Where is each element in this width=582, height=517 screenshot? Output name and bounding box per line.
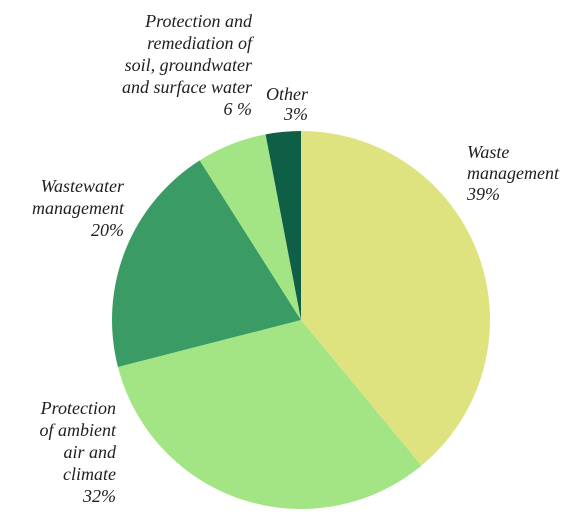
pie-label-protection-of-ambient-air-and-climate: Protection of ambient air and climate 32% [40, 398, 117, 506]
pie-label-line: air and [63, 442, 117, 462]
pie-label-line: of ambient [40, 420, 117, 440]
pie-label-protection-and-remediation-of-soil-groundwater-and-surface-water: Protection and remediation of soil, ground… [122, 11, 255, 119]
pie-slice-protection-of-ambient-air-and-climate [117, 320, 422, 509]
pie-label-line: Other [266, 84, 309, 104]
pie-label-line: Protection and [144, 11, 253, 31]
pie-label-line: and surface water [122, 77, 253, 97]
pie-label-line: management [32, 198, 125, 218]
pie-label-line: Waste [467, 142, 509, 162]
pie-label-line: 6 % [224, 99, 253, 119]
pie-label-line: Protection [40, 398, 116, 418]
pie-label-line: 32% [82, 486, 116, 506]
pie-label-other: Other 3% [266, 84, 309, 124]
pie-label-line: Wastewater [41, 176, 125, 196]
pie-slices [112, 131, 491, 509]
pie-label-line: 39% [466, 184, 500, 204]
pie-labels: Waste management 39%Protection of ambient ai… [32, 11, 560, 506]
pie-slice-waste-management [301, 131, 491, 466]
pie-label-line: management [467, 163, 560, 183]
pie-label-waste-management: Waste management 39% [466, 142, 560, 204]
pie-label-line: soil, groundwater [125, 55, 253, 75]
pie-slice-wastewater-management [112, 160, 301, 367]
pie-label-line: 3% [283, 104, 308, 124]
pie-label-line: remediation of [147, 33, 255, 53]
pie-label-line: climate [63, 464, 116, 484]
pie-slice-protection-and-remediation-of-soil-groundwater-and-surface-water [199, 134, 301, 320]
pie-label-line: 20% [91, 220, 124, 240]
pie-label-wastewater-management: Wastewater management 20% [32, 176, 125, 240]
pie-slice-other [265, 131, 301, 320]
